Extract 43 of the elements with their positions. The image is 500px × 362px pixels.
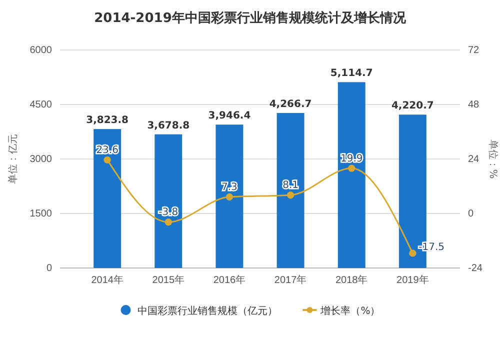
point	[226, 193, 234, 200]
y2-tick-label: 24	[468, 154, 480, 166]
point	[348, 164, 356, 172]
data-label: 19.9	[340, 153, 363, 164]
y2-tick-label: 48	[468, 100, 480, 111]
x-tick-label: 2016年	[213, 274, 246, 286]
bar	[338, 82, 366, 268]
data-label: 5,114.7	[330, 68, 373, 80]
data-label: 3,946.4	[208, 110, 251, 122]
data-label: 8.1	[282, 180, 298, 192]
data-label: 4,220.7	[391, 100, 434, 112]
data-label: 3,823.8	[86, 115, 129, 126]
bar	[154, 134, 182, 268]
point	[409, 250, 416, 257]
legend-label: 中国彩票行业销售规模（亿元）	[138, 305, 278, 317]
legend-label: 增长率（%）	[320, 305, 380, 317]
bar	[276, 112, 304, 268]
y-tick-label: 3000	[30, 154, 52, 166]
x-tick-label: 2014年	[91, 274, 124, 286]
y2-tick-label: 72	[468, 45, 480, 56]
y2-tick-label: -24	[468, 263, 483, 274]
y-tick-label: 0	[46, 263, 52, 274]
point	[104, 156, 111, 164]
bar	[216, 124, 244, 268]
y2-axis-title: 单位：%	[487, 139, 499, 179]
y-tick-label: 1500	[30, 208, 52, 220]
x-tick-label: 2017年	[274, 274, 307, 286]
data-label: 4,266.7	[269, 98, 312, 110]
data-label: 7.3	[222, 182, 238, 193]
y-tick-label: 4500	[30, 100, 52, 111]
point	[286, 192, 294, 199]
x-tick-label: 2019年	[396, 274, 429, 286]
bar	[94, 129, 122, 268]
point	[164, 218, 172, 226]
x-tick-label: 2018年	[335, 274, 368, 286]
y-tick-label: 6000	[30, 45, 52, 56]
x-tick-label: 2015年	[152, 274, 185, 286]
y-axis-title: 单位：亿元	[7, 134, 19, 184]
data-label: -3.8	[158, 207, 178, 218]
y2-tick-label: 0	[468, 208, 474, 220]
data-label: 23.6	[96, 144, 118, 156]
chart-title: 2014-2019年中国彩票行业销售规模统计及增长情况	[94, 10, 407, 26]
data-label: 3,678.8	[147, 120, 190, 132]
